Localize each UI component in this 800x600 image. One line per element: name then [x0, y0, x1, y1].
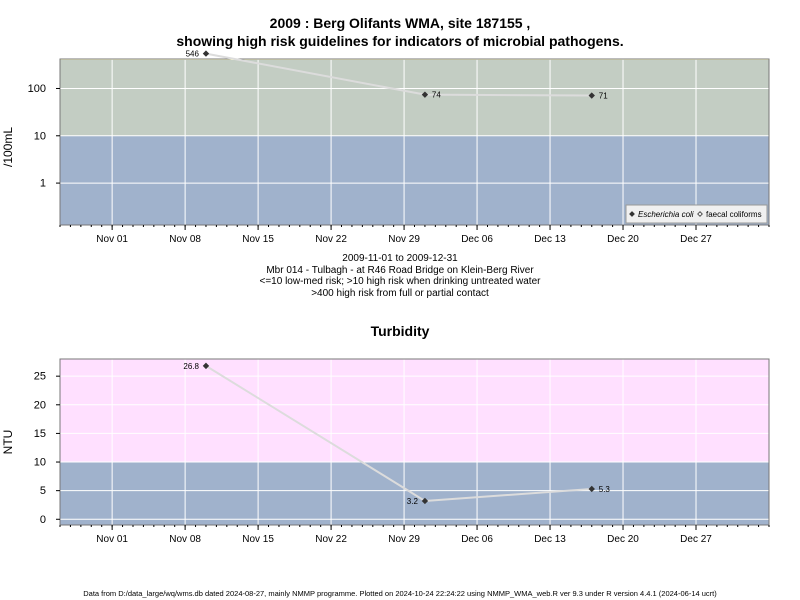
- ecoli-data-label: 71: [599, 92, 608, 101]
- ecoli-x-tick-label: Nov 08: [169, 234, 201, 245]
- turbidity-chart-title: Turbidity: [370, 323, 430, 339]
- turbidity-band-high_turb: [60, 359, 769, 463]
- ecoli-legend-marker: [629, 211, 635, 217]
- ecoli-x-tick-label: Dec 13: [534, 234, 566, 245]
- ecoli-y-tick-label: 10: [34, 130, 46, 142]
- ecoli-legend-marker: [697, 211, 703, 217]
- ecoli-data-label: 74: [432, 91, 441, 100]
- turbidity-data-point: [202, 362, 210, 370]
- turbidity-data-point: [588, 485, 595, 493]
- turbidity-x-tick-label: Dec 13: [534, 534, 566, 545]
- ecoli-x-tick-label: Dec 06: [461, 234, 493, 245]
- ecoli-legend-label: Escherichia coli: [638, 210, 694, 219]
- ecoli-data-point: [421, 91, 429, 98]
- caption-guideline-contact: >400 high risk from full or partial cont…: [311, 287, 489, 299]
- ecoli-plot-group: 1 10 100 Nov 01 Nov 08 Nov 15 Nov 22 Nov 29 Dec …: [28, 50, 770, 245]
- ecoli-x-tick-label: Nov 22: [315, 234, 347, 245]
- turbidity-x-tick-label: Dec 20: [607, 534, 639, 545]
- turbidity-data-label: 5.3: [599, 485, 611, 494]
- ecoli-data-point: [202, 50, 210, 57]
- turbidity-y-tick-label: 15: [34, 428, 46, 440]
- ecoli-x-tick-label: Nov 15: [242, 234, 274, 245]
- turbidity-y-tick-label: 10: [34, 457, 46, 469]
- ecoli-y-tick-label: 100: [28, 83, 46, 95]
- caption-guideline-drinking: <=10 low-med risk; >10 high risk when dr…: [259, 276, 541, 287]
- ecoli-y-tick-label: 1: [40, 178, 46, 190]
- turbidity-x-tick-label: Dec 06: [461, 534, 493, 545]
- ecoli-x-tick-label: Dec 20: [607, 234, 639, 245]
- turbidity-y-tick-label: 20: [34, 399, 46, 411]
- turbidity-data-label: 3.2: [407, 497, 419, 506]
- turbidity-data-label: 26.8: [183, 362, 199, 371]
- ecoli-band-mid: [60, 60, 769, 136]
- caption-site: Mbr 014 - Tulbagh - at R46 Road Bridge o…: [266, 264, 534, 276]
- turbidity-plot-group: 0 5 10 15 20 25 Nov 01 Nov 08 Nov 15 Nov 22 Nov 29…: [34, 358, 770, 545]
- ecoli-band-high: [60, 59, 769, 61]
- caption-date-range: 2009-11-01 to 2009-12-31: [342, 253, 458, 264]
- ecoli-data-point: [588, 92, 595, 99]
- ecoli-legend-box: [625, 204, 768, 224]
- ecoli-data-label: 546: [186, 50, 200, 59]
- chart-title-line2: showing high risk guidelines for indicat…: [176, 33, 624, 49]
- turbidity-x-tick-label: Nov 08: [169, 534, 201, 545]
- turbidity-x-tick-label: Nov 01: [96, 534, 128, 545]
- turbidity-y-tick-label: 0: [40, 514, 46, 526]
- turbidity-x-tick-label: Nov 15: [242, 534, 274, 545]
- ecoli-x-tick-label: Nov 29: [388, 234, 420, 245]
- ecoli-y-axis-label: /100mL: [1, 126, 15, 168]
- ecoli-x-tick-label: Dec 27: [680, 234, 712, 245]
- ecoli-x-tick-label: Nov 01: [96, 234, 128, 245]
- turbidity-y-tick-label: 25: [34, 371, 46, 383]
- turbidity-x-tick-label: Dec 27: [680, 534, 712, 545]
- ecoli-legend-label: faecal coliforms: [706, 210, 762, 219]
- turbidity-y-axis-label: NTU: [1, 429, 15, 455]
- turbidity-y-tick-label: 5: [40, 485, 46, 497]
- turbidity-x-tick-label: Nov 29: [388, 534, 420, 545]
- footer-provenance: Data from D:/data_large/wq/wms.db dated …: [83, 589, 717, 598]
- turbidity-data-point: [421, 497, 429, 505]
- chart-title-line1: 2009 : Berg Olifants WMA, site 187155 ,: [269, 15, 531, 31]
- turbidity-x-tick-label: Nov 22: [315, 534, 347, 545]
